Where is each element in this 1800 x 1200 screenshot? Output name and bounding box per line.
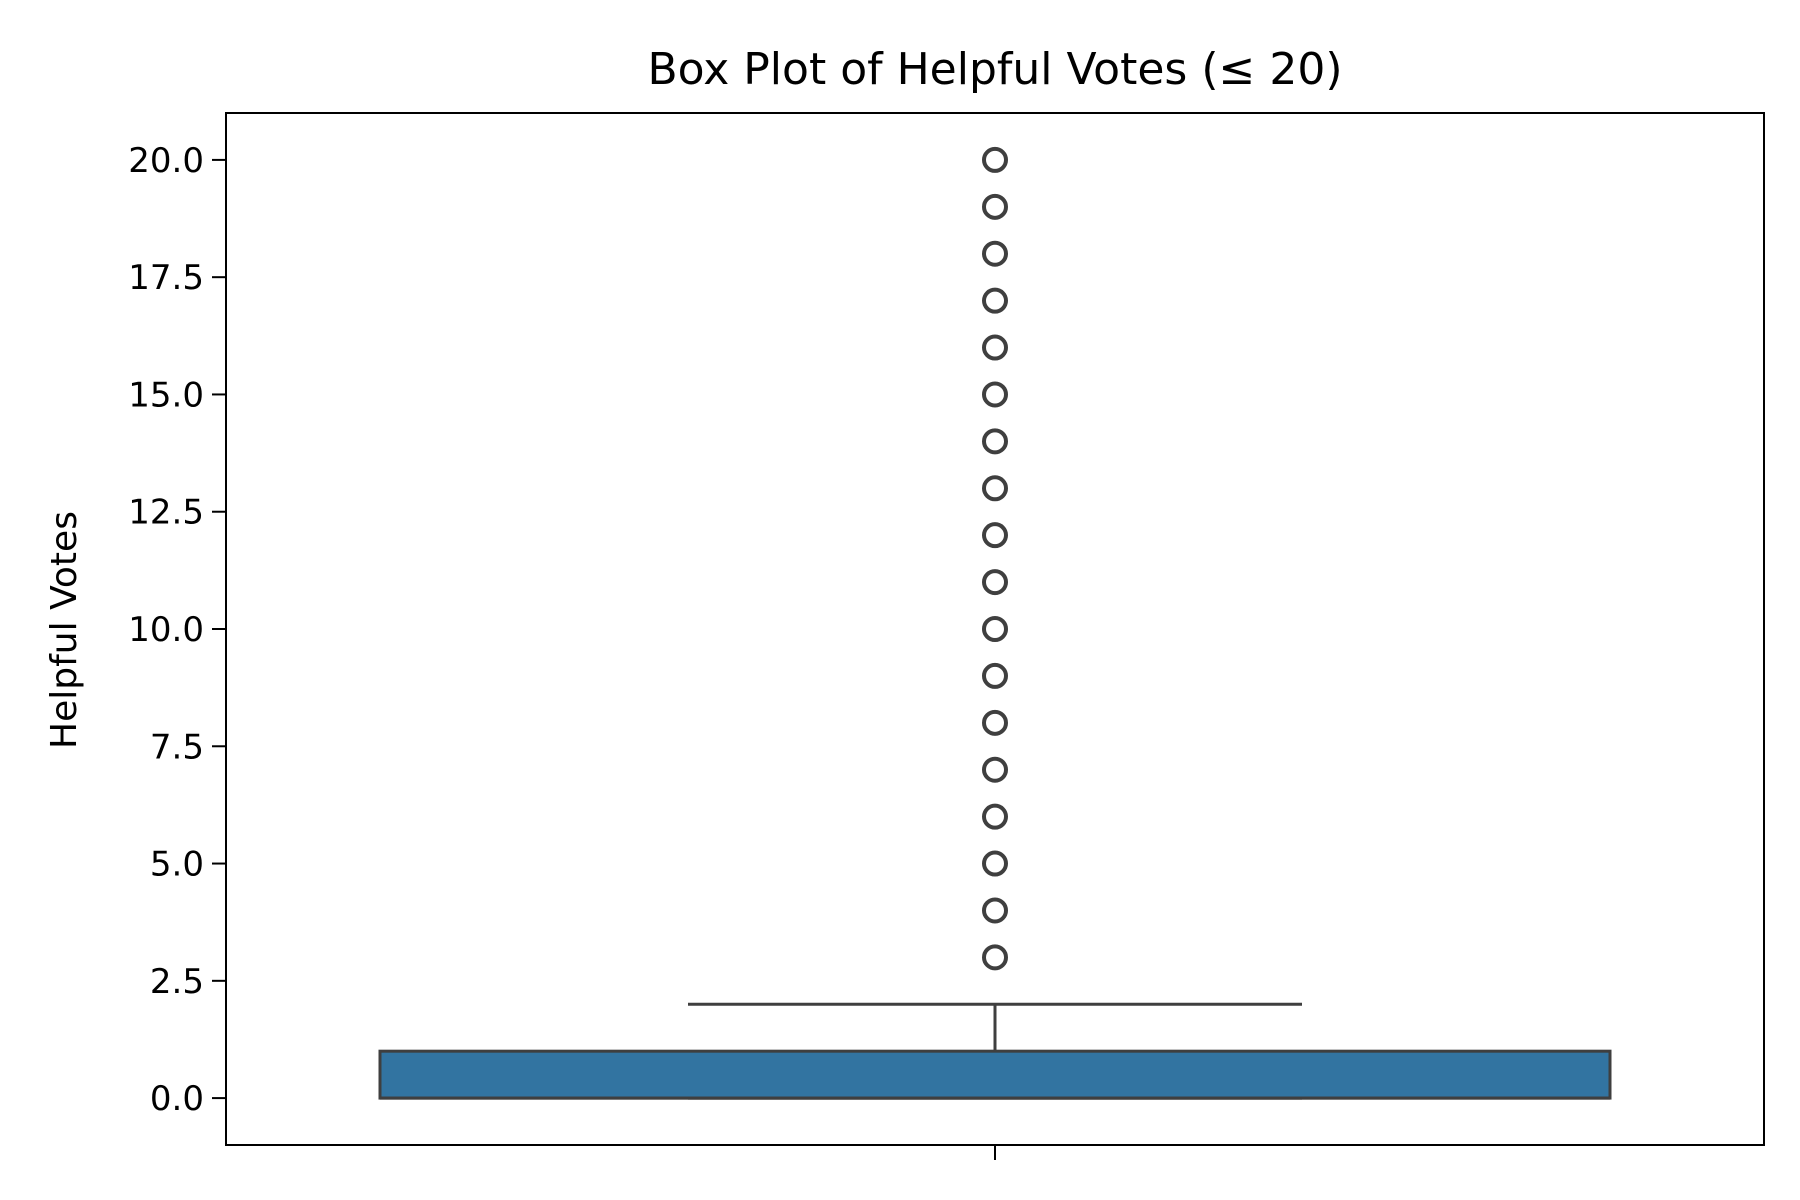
y-tick-label: 17.5 — [128, 258, 204, 298]
y-axis-label: Helpful Votes — [44, 511, 85, 749]
iqr-box — [378, 1049, 1612, 1100]
outlier-point — [982, 428, 1008, 455]
y-tick-label: 7.5 — [150, 727, 204, 767]
outlier-point — [982, 334, 1008, 361]
y-tick-label: 12.5 — [128, 493, 204, 533]
outlier-point — [982, 944, 1008, 971]
outlier-point — [982, 803, 1008, 830]
outlier-point — [982, 569, 1008, 596]
outlier-point — [982, 662, 1008, 689]
outlier-point — [982, 616, 1008, 642]
outlier-point — [982, 897, 1008, 924]
outlier-group — [982, 146, 1008, 971]
y-tick-label: 2.5 — [150, 962, 204, 1002]
y-tick-label: 10.0 — [128, 610, 204, 650]
y-tick-label: 15.0 — [128, 375, 204, 415]
outlier-point — [982, 709, 1008, 736]
outlier-point — [982, 522, 1008, 549]
plot-area-frame — [225, 112, 1765, 1146]
outlier-point — [982, 381, 1008, 408]
outlier-point — [982, 240, 1008, 267]
y-axis: 0.0 2.5 5.0 7.5 10.0 12.5 15.0 17.5 20.0 — [128, 141, 226, 1119]
outlier-point — [982, 287, 1008, 314]
y-tick-label: 20.0 — [128, 141, 204, 181]
chart-title: Box Plot of Helpful Votes (≤ 20) — [648, 44, 1343, 95]
outlier-point — [982, 146, 1008, 173]
outlier-point — [982, 193, 1008, 220]
y-tick-label: 5.0 — [150, 845, 204, 885]
outlier-point — [982, 850, 1008, 877]
outlier-point — [982, 756, 1008, 783]
outlier-point — [982, 475, 1008, 502]
box-group — [378, 1002, 1612, 1100]
y-tick-label: 0.0 — [150, 1079, 204, 1119]
